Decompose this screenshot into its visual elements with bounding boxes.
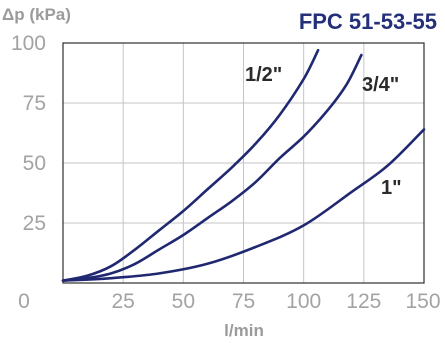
y-tick-label-0: 25 [23, 212, 46, 235]
series-label-layer: 1/2" 3/4" 1" [245, 64, 402, 199]
x-tick-label-2: 50 [172, 290, 195, 313]
x-tick-label-0: 0 [18, 290, 30, 313]
y-axis-title: Δp (kPa) [2, 5, 71, 24]
y-tick-label-2: 75 [23, 92, 46, 115]
x-axis-title: l/min [224, 321, 264, 340]
series-line-0 [61, 48, 320, 282]
tick-layer: 0 25 50 75 100 125 150 25 50 75 100 [11, 32, 441, 313]
x-tick-label-4: 100 [286, 290, 321, 313]
chart-title: FPC 51-53-55 [299, 9, 437, 34]
series-label-1: 3/4" [362, 74, 399, 96]
grid-layer [63, 43, 424, 283]
series-line-1 [61, 53, 363, 282]
x-tick-label-1: 25 [111, 290, 134, 313]
series-label-0: 1/2" [245, 64, 282, 86]
series-layer [61, 48, 426, 282]
x-tick-label-5: 125 [346, 290, 381, 313]
y-tick-label-3: 100 [11, 32, 46, 55]
y-tick-label-1: 50 [23, 152, 46, 175]
series-label-2: 1" [381, 177, 402, 199]
x-tick-label-6: 150 [405, 290, 440, 313]
series-line-2 [61, 128, 426, 282]
x-tick-label-3: 75 [232, 290, 255, 313]
plot-frame [62, 42, 425, 284]
